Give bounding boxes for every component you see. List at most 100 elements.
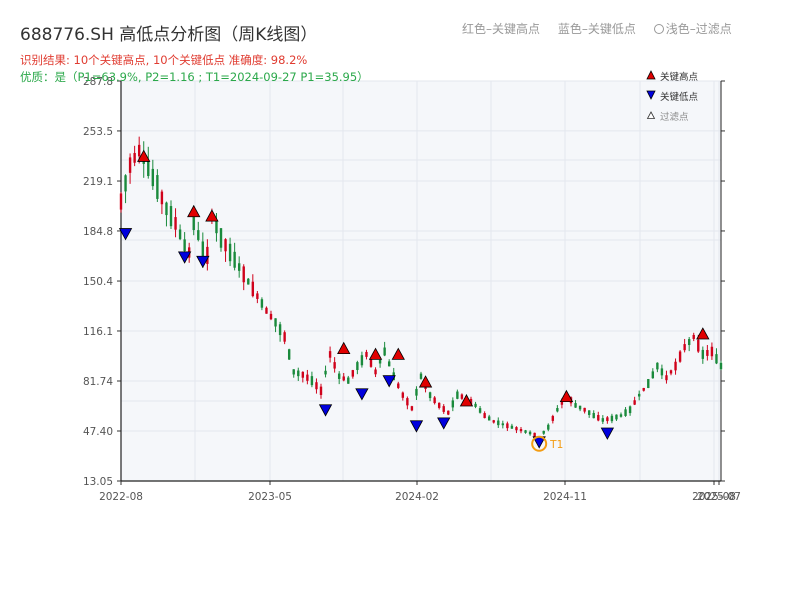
- candle-body: [256, 293, 259, 299]
- candle-body: [337, 373, 341, 379]
- y-tick-label: 81.74: [83, 376, 113, 388]
- candle-body: [147, 160, 150, 176]
- candle-body: [678, 351, 682, 362]
- candle-body: [415, 388, 418, 396]
- red-triangle-up-icon: [645, 69, 657, 83]
- candle-body: [647, 379, 650, 389]
- candle-body: [451, 400, 455, 408]
- candle-body: [656, 362, 659, 370]
- candle-body: [315, 382, 318, 390]
- y-tick-label: 253.5: [83, 126, 113, 138]
- key-low-marker: [118, 228, 133, 241]
- quality-line: 优质：是（P1=63.9%, P2=1.16 ; T1=2024-09-27 P…: [20, 70, 369, 84]
- candle-body: [133, 152, 136, 163]
- candle-body: [137, 144, 141, 157]
- candle-body: [610, 415, 614, 422]
- plot-legend-filtered-label: 过滤点: [660, 112, 689, 123]
- candle-body: [274, 318, 277, 327]
- candle-body: [251, 281, 255, 297]
- candle-body: [692, 334, 695, 339]
- candle-body: [442, 406, 445, 412]
- candle-body: [628, 406, 632, 414]
- chart-title: 688776.SH 高低点分析图（周K线图）: [20, 25, 318, 45]
- candle-body: [301, 371, 305, 378]
- candle-body: [219, 228, 223, 248]
- candle-body: [365, 351, 368, 357]
- candle-body: [556, 408, 559, 412]
- key-low-marker: [355, 388, 369, 401]
- candle-body: [260, 299, 264, 308]
- candle-body: [547, 424, 550, 430]
- candle-body: [156, 175, 159, 199]
- candle-body: [242, 266, 245, 283]
- candle-body: [674, 361, 677, 371]
- candle-body: [533, 432, 536, 438]
- candle-body: [478, 408, 482, 413]
- candle-body: [719, 362, 723, 370]
- key-low-marker: [382, 375, 396, 388]
- summary-line: 识别结果: 10个关键高点, 10个关键低点 准确度: 98.2%: [20, 53, 308, 67]
- y-tick-label: 150.4: [83, 276, 113, 288]
- candle-body: [401, 392, 405, 398]
- candle-body: [174, 217, 177, 230]
- key-high-marker: [205, 209, 219, 222]
- candle-body: [501, 423, 505, 426]
- candle-body: [278, 324, 282, 336]
- key-low-marker: [600, 427, 615, 440]
- candle-body: [601, 418, 605, 422]
- key-low-marker: [177, 251, 192, 264]
- candle-body: [574, 403, 577, 408]
- x-tick-label: 2023-05: [248, 491, 292, 503]
- candle-body: [292, 369, 295, 375]
- candle-body: [492, 420, 495, 423]
- legend-light-label: 浅色–过滤点: [665, 22, 732, 36]
- y-tick-label: 184.8: [83, 226, 113, 238]
- candle-body: [606, 417, 609, 422]
- key-high-marker: [187, 204, 201, 218]
- y-tick-label: 287.8: [83, 76, 113, 88]
- key-low-marker: [409, 420, 424, 433]
- candle-body: [578, 405, 582, 410]
- candle-body: [715, 354, 718, 364]
- candle-body: [356, 362, 359, 371]
- candle-body: [374, 369, 377, 375]
- candle-body: [560, 400, 564, 405]
- key-high-marker: [696, 327, 710, 340]
- candle-body: [519, 428, 523, 432]
- x-tick-label: 2025-07: [697, 491, 741, 503]
- candle-body: [328, 351, 332, 358]
- candle-body: [697, 339, 700, 352]
- candle-body: [297, 370, 300, 377]
- candle-body: [228, 243, 232, 262]
- candle-body: [151, 168, 155, 187]
- candle-body: [233, 251, 236, 268]
- candle-body: [347, 377, 350, 384]
- candle-body: [237, 263, 241, 271]
- candle-body: [342, 376, 345, 381]
- candle-body: [428, 392, 432, 399]
- t1-label: T1: [549, 439, 563, 451]
- candle-body: [637, 393, 641, 397]
- candle-body: [383, 347, 386, 356]
- candle-body: [528, 431, 532, 435]
- candle-body: [160, 191, 164, 205]
- hollow-triangle-icon: [645, 110, 657, 123]
- candle-body: [192, 210, 195, 231]
- candle-body: [683, 344, 686, 351]
- candle-body: [624, 409, 627, 416]
- y-tick-label: 13.05: [83, 476, 113, 488]
- candle-body: [351, 370, 355, 377]
- candle-body: [456, 391, 459, 399]
- candle-body: [474, 403, 477, 407]
- candle-body: [510, 425, 514, 429]
- candle-body: [460, 394, 464, 399]
- candle-body: [206, 246, 209, 264]
- y-tick-label: 116.1: [83, 326, 113, 338]
- plot-legend-low-label: 关键低点: [660, 92, 699, 103]
- candle-body: [483, 413, 486, 419]
- y-tick-label: 47.40: [83, 426, 113, 438]
- candle-body: [506, 423, 509, 429]
- candle-body: [583, 407, 586, 412]
- candle-body: [447, 410, 450, 415]
